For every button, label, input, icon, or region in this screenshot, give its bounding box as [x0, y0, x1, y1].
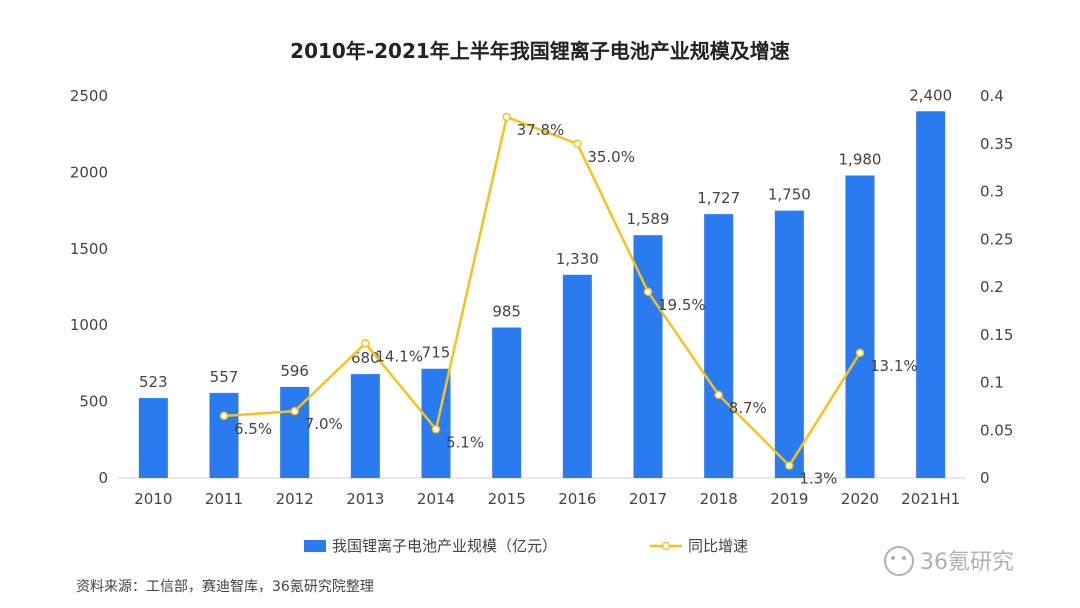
bar-label-2021H1: 2,400	[909, 86, 952, 104]
growth-point-2011	[219, 411, 229, 421]
bar-2013	[350, 374, 380, 478]
x-tick-9: 2019	[770, 490, 808, 508]
x-tick-5: 2015	[488, 490, 526, 508]
bar-label-2019: 1,750	[768, 186, 811, 204]
growth-point-2016	[573, 139, 582, 148]
bar-label-2011: 557	[210, 368, 239, 386]
left-tick-4: 2000	[70, 163, 108, 181]
left-tick-3: 1500	[70, 240, 108, 258]
left-tick-2: 1000	[70, 316, 108, 334]
bar-label-2018: 1,727	[697, 189, 740, 207]
legend-marker-line	[661, 541, 671, 551]
x-tick-8: 2018	[700, 490, 738, 508]
growth-point-2012	[290, 406, 299, 416]
growth-point-2013	[361, 339, 370, 348]
bar-2016	[562, 274, 592, 478]
wechat-icon-eye-left	[891, 556, 895, 560]
x-tick-1: 2011	[205, 490, 243, 508]
watermark-text: 36氪研究	[920, 550, 1014, 575]
watermark: 36氪研究	[884, 546, 1014, 576]
bar-label-2012: 596	[280, 362, 309, 380]
right-tick-5: 0.25	[980, 230, 1013, 248]
line-labels: 6.5% 7.0% 14.1% 5.1% 37.8% 35.0% 19.5% 8.7% 1.3%…	[234, 121, 918, 488]
bar-2018	[704, 214, 734, 479]
bar-2015	[492, 327, 522, 478]
legend-label-bars: 我国锂离子电池产业规模（亿元）	[332, 537, 557, 555]
wechat-icon	[884, 546, 914, 576]
x-axis-ticks: 2010 2011 2012 2013 2014 2015 2016 2017 2018 2019…	[134, 490, 960, 508]
growth-label-2016: 35.0%	[587, 148, 635, 166]
growth-point-2020	[855, 348, 865, 358]
x-tick-11: 2021H1	[901, 490, 960, 508]
right-axis-ticks: 0 0.05 0.1 0.15 0.2 0.25 0.3 0.35 0.4	[980, 87, 1013, 487]
growth-label-2017: 19.5%	[658, 296, 706, 314]
x-tick-6: 2016	[558, 490, 596, 508]
bar-2020	[845, 175, 875, 478]
growth-label-2018: 8.7%	[729, 399, 767, 417]
growth-label-2020: 13.1%	[870, 357, 918, 375]
bar-label-2014: 715	[422, 344, 451, 362]
wechat-icon-eye-right	[902, 556, 906, 560]
left-tick-0: 0	[98, 469, 108, 487]
growth-label-2012: 7.0%	[305, 415, 343, 433]
bar-2019	[774, 210, 804, 478]
bar-2017	[633, 235, 663, 478]
left-tick-1: 500	[79, 393, 108, 411]
bar-2010	[138, 398, 168, 478]
right-tick-2: 0.1	[980, 374, 1004, 392]
bar-label-2016: 1,330	[556, 250, 599, 268]
right-tick-1: 0.05	[980, 421, 1013, 439]
legend-label-line: 同比增速	[688, 537, 748, 555]
line-series	[219, 112, 865, 470]
growth-point-2018	[714, 390, 723, 400]
right-tick-7: 0.35	[980, 135, 1013, 153]
x-tick-7: 2017	[629, 490, 667, 508]
x-tick-10: 2020	[841, 490, 879, 508]
growth-label-2014: 5.1%	[446, 433, 484, 451]
growth-point-2014	[431, 425, 441, 434]
x-tick-3: 2013	[346, 490, 384, 508]
growth-label-2015: 37.8%	[517, 121, 565, 139]
growth-point-2019	[785, 461, 794, 470]
growth-point-2015	[502, 112, 511, 122]
bar-2021H1	[916, 111, 946, 478]
chart-title: 2010年-2021年上半年我国锂离子电池产业规模及增速	[290, 39, 790, 63]
bar-label-2017: 1,589	[627, 210, 670, 228]
legend-swatch-bars	[304, 540, 326, 552]
bar-2011	[209, 392, 239, 478]
right-tick-6: 0.3	[980, 183, 1004, 201]
left-axis-ticks: 0 500 1000 1500 2000 2500	[70, 87, 108, 487]
growth-label-2019: 1.3%	[799, 470, 837, 488]
growth-point-2017	[643, 287, 653, 297]
right-tick-3: 0.15	[980, 326, 1013, 344]
bar-series	[138, 111, 946, 479]
right-tick-4: 0.2	[980, 278, 1004, 296]
x-tick-2: 2012	[276, 490, 314, 508]
growth-label-2013: 14.1%	[375, 347, 423, 365]
left-tick-5: 2500	[70, 87, 108, 105]
legend: 我国锂离子电池产业规模（亿元） 同比增速	[304, 537, 748, 555]
x-tick-0: 2010	[134, 490, 172, 508]
bar-label-2015: 985	[492, 302, 521, 320]
bar-label-2010: 523	[139, 373, 168, 391]
right-tick-8: 0.4	[980, 87, 1004, 105]
bar-label-2020: 1,980	[839, 150, 882, 168]
right-tick-0: 0	[980, 469, 990, 487]
growth-line	[223, 115, 862, 467]
growth-label-2011: 6.5%	[234, 420, 272, 438]
x-tick-4: 2014	[417, 490, 455, 508]
source-note: 资料来源：工信部，赛迪智库，36氪研究院整理	[76, 579, 374, 595]
